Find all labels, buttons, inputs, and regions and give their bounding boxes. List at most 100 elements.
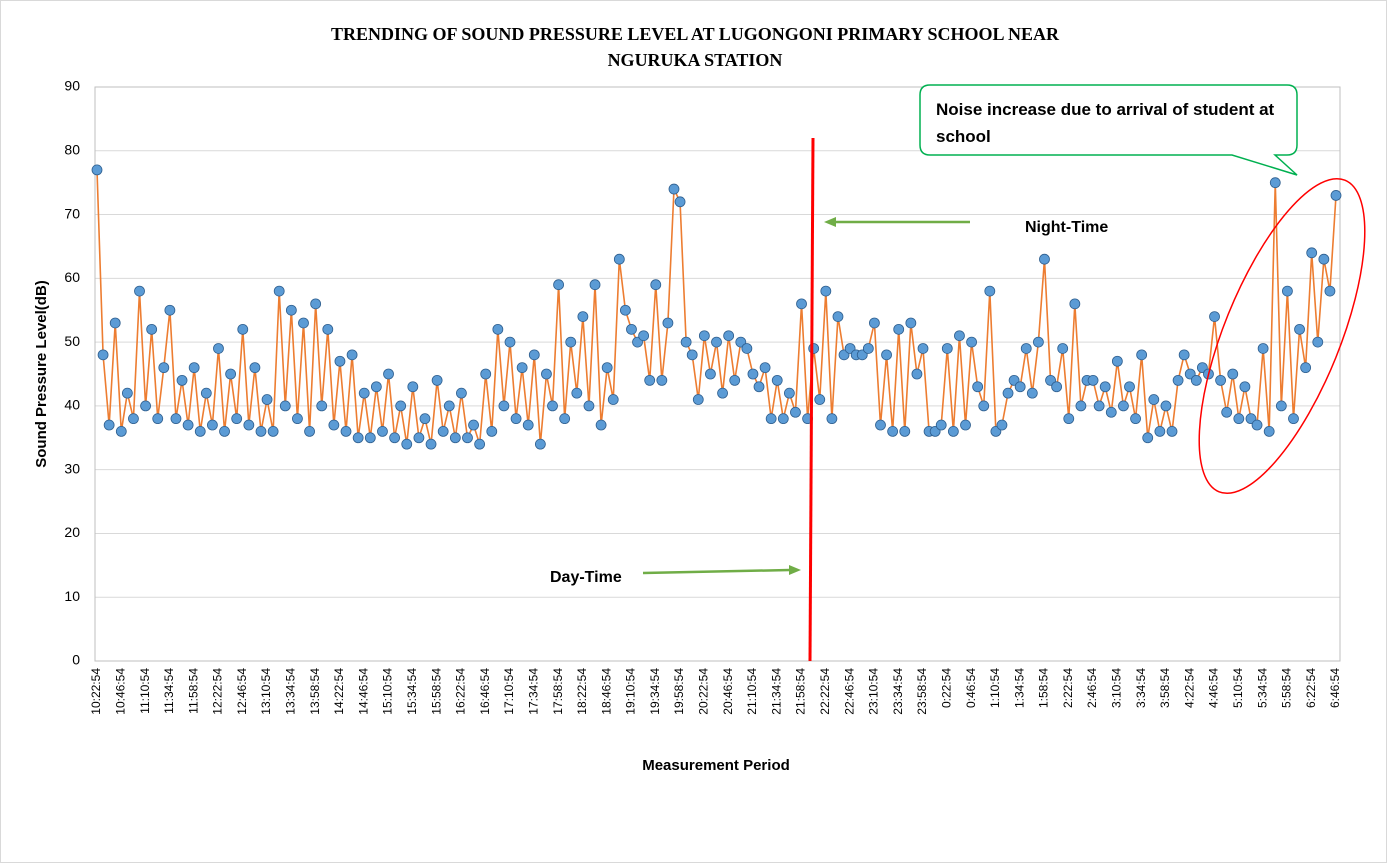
data-point (723, 330, 735, 342)
data-point (717, 387, 728, 399)
x-tick-label: 15:10:54 (381, 668, 395, 715)
y-tick-label: 90 (64, 78, 80, 94)
x-tick-label: 23:58:54 (915, 668, 929, 715)
x-tick-label: 14:22:54 (332, 668, 346, 715)
y-tick-label: 50 (64, 333, 80, 349)
data-point (1142, 432, 1154, 444)
data-point (613, 253, 625, 265)
x-tick-label: 20:22:54 (697, 668, 711, 715)
data-point (1166, 425, 1178, 437)
arrow-head (789, 565, 801, 575)
data-point (182, 419, 194, 431)
data-point (243, 419, 255, 431)
x-tick-label: 5:10:54 (1231, 668, 1245, 708)
data-point (462, 432, 473, 444)
arrow-head (824, 217, 836, 227)
y-tick-label: 60 (64, 269, 80, 285)
marks (91, 164, 1342, 450)
x-tick-label: 19:10:54 (624, 668, 638, 715)
x-tick-label: 15:34:54 (405, 668, 419, 715)
x-tick-label: 6:22:54 (1304, 668, 1318, 708)
data-point (328, 419, 340, 431)
data-point (225, 368, 237, 380)
data-point (170, 413, 182, 425)
data-point (200, 387, 212, 399)
x-tick-label: 22:46:54 (842, 668, 856, 715)
x-tick-label: 17:34:54 (526, 668, 540, 715)
data-point (1148, 394, 1160, 405)
data-point (1051, 381, 1063, 393)
data-point (692, 394, 704, 405)
data-point (947, 425, 959, 437)
data-point (1324, 285, 1336, 297)
x-tick-label: 16:22:54 (454, 668, 468, 715)
data-point (1300, 362, 1312, 374)
data-point (91, 164, 103, 176)
data-point (638, 330, 650, 342)
data-point (747, 368, 759, 380)
data-point (1075, 400, 1087, 412)
data-point (577, 311, 589, 323)
data-point (413, 432, 425, 444)
data-point (231, 413, 243, 425)
data-point (304, 425, 315, 437)
x-tick-label: 1:10:54 (988, 668, 1002, 708)
data-point (510, 413, 522, 425)
data-point (905, 317, 917, 329)
data-point (583, 400, 595, 412)
data-point (698, 330, 710, 342)
data-point (346, 349, 358, 361)
x-tick-label: 3:34:54 (1134, 668, 1148, 708)
data-point (814, 394, 826, 405)
x-tick-label: 2:46:54 (1085, 668, 1099, 708)
data-point (966, 336, 977, 348)
x-tick-label: 17:58:54 (551, 668, 565, 715)
x-tick-label: 13:58:54 (308, 668, 322, 715)
data-point (881, 349, 892, 361)
data-point (389, 432, 401, 444)
data-point (334, 355, 346, 367)
data-point (431, 374, 443, 386)
data-point (152, 413, 164, 425)
y-axis-title: Sound Pressure Level(dB) (33, 280, 50, 468)
data-point (364, 432, 376, 444)
data-point (826, 413, 838, 425)
data-point (729, 374, 741, 386)
x-tick-label: 18:46:54 (599, 668, 613, 715)
callout-box (919, 84, 1298, 176)
data-point (480, 368, 492, 380)
data-point (401, 438, 413, 450)
data-point (650, 279, 662, 291)
data-point (1318, 253, 1330, 265)
data-point (504, 336, 516, 348)
data-point (456, 387, 467, 399)
callout-text: Noise increase due to arrival of student… (936, 100, 1275, 146)
data-point (285, 304, 297, 316)
data-point (206, 419, 218, 431)
data-point (370, 381, 382, 393)
data-point (1269, 177, 1281, 189)
data-point (407, 381, 419, 393)
x-tick-label: 12:46:54 (235, 668, 249, 715)
x-tick-label: 21:34:54 (769, 668, 783, 715)
data-point (911, 368, 923, 380)
x-tick-label: 2:22:54 (1061, 668, 1075, 708)
data-point (1014, 381, 1026, 393)
annotation: Night-Time (1025, 219, 1108, 236)
x-tick-label: 16:46:54 (478, 668, 492, 715)
data-point (121, 387, 133, 399)
x-tick-label: 17:10:54 (502, 668, 516, 715)
data-point (492, 323, 504, 335)
day-night-divider (808, 137, 815, 662)
data-point (255, 425, 267, 437)
data-point (626, 323, 637, 335)
data-point (1239, 381, 1251, 393)
y-tick-label: 10 (64, 588, 80, 604)
data-point (395, 400, 407, 412)
data-point (820, 285, 832, 297)
data-point (1275, 400, 1287, 412)
data-point (1233, 413, 1245, 425)
x-tick-label: 4:46:54 (1207, 668, 1221, 708)
x-tick-label: 5:58:54 (1280, 668, 1294, 708)
data-point (279, 400, 291, 412)
